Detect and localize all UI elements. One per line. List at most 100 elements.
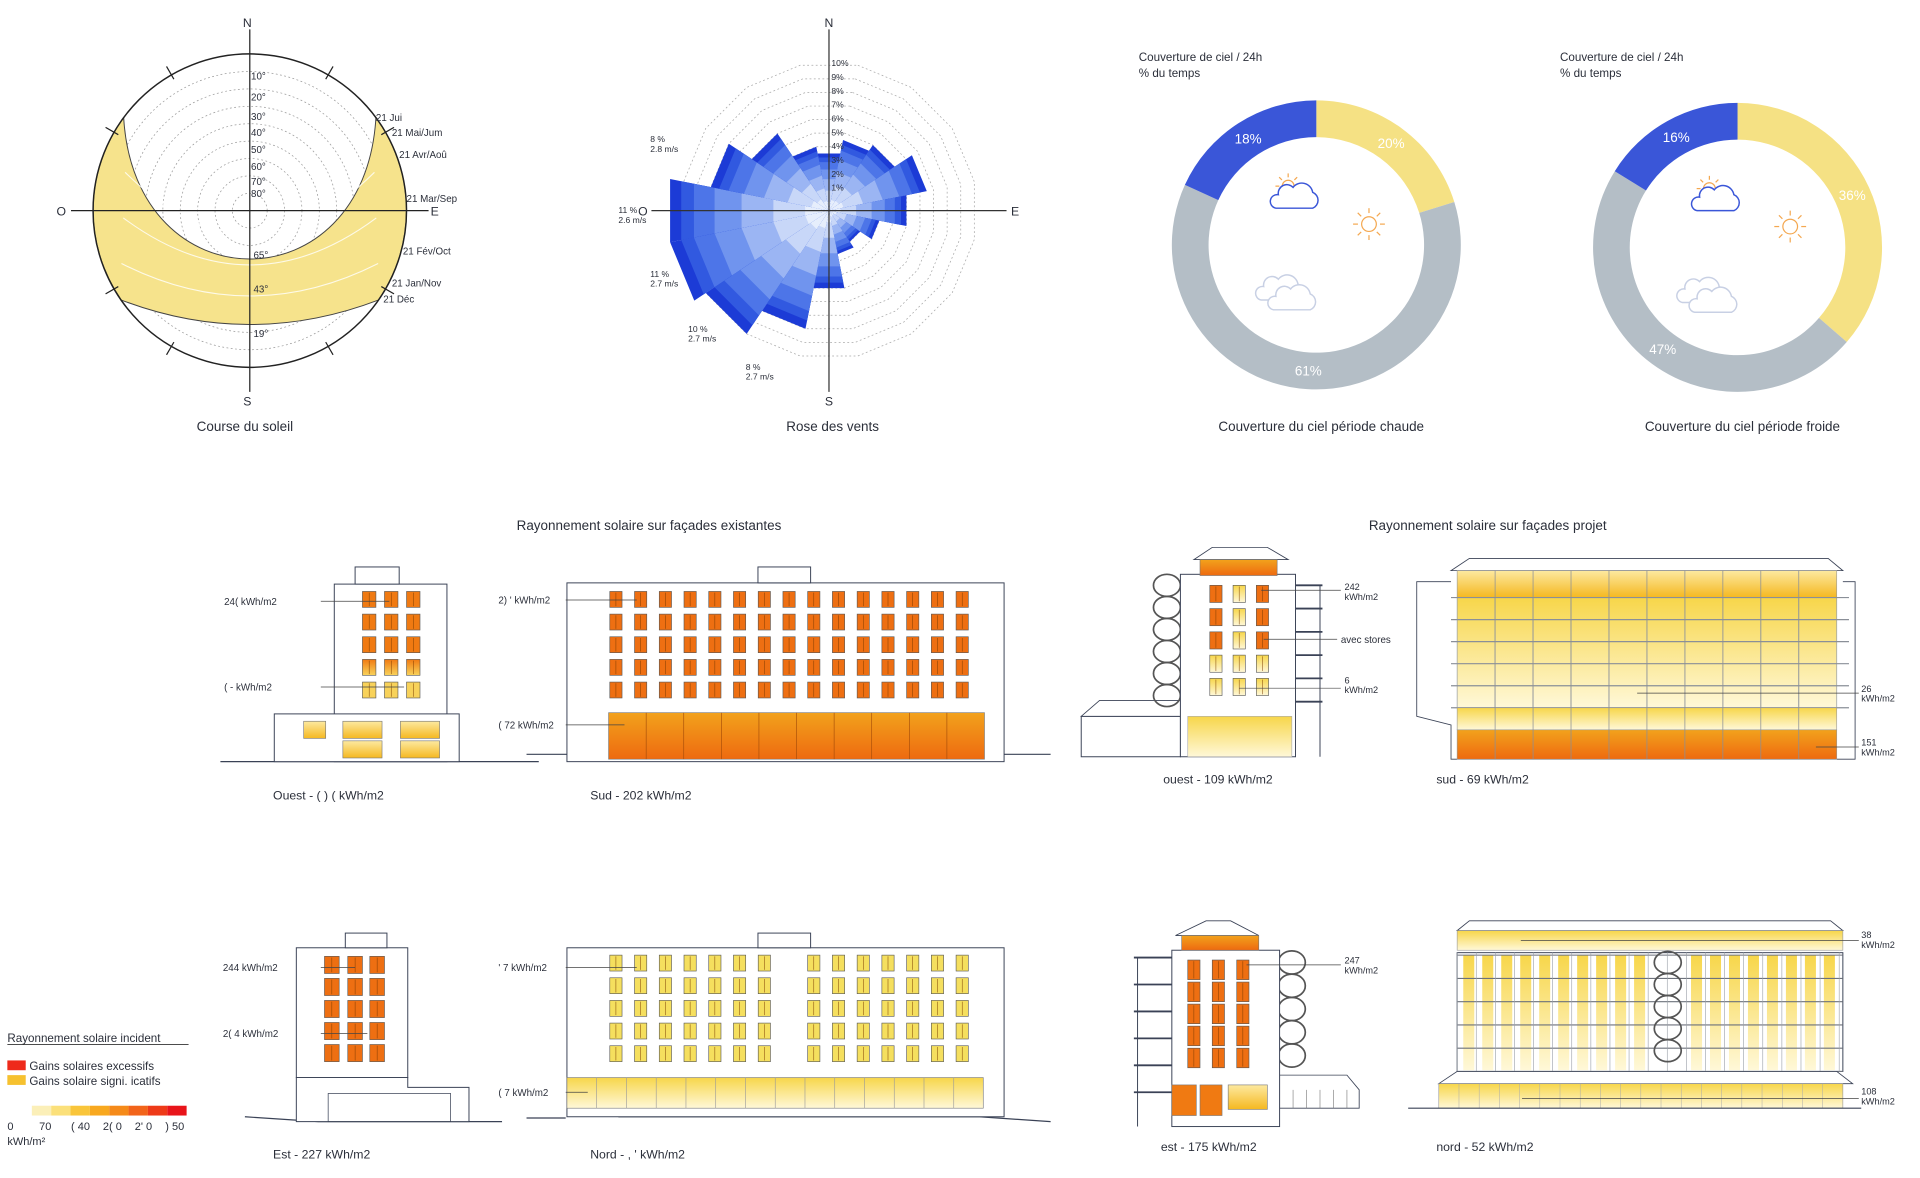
- compass-west-label: O: [56, 205, 66, 219]
- window: [881, 613, 895, 631]
- scale-tick-label: 70: [39, 1121, 51, 1133]
- facade-bay: [1494, 597, 1534, 709]
- segment-label: 47%: [1649, 342, 1676, 357]
- window: [362, 659, 377, 676]
- date-label: 21 Jui: [376, 113, 402, 124]
- window: [347, 956, 363, 974]
- compass-east-label: E: [1011, 205, 1019, 219]
- window: [708, 681, 722, 699]
- window: [733, 636, 747, 653]
- window: [955, 1000, 969, 1017]
- sky-cover-subtitle: % du temps: [1139, 67, 1201, 80]
- window: [324, 1022, 340, 1040]
- sun-ray: [1357, 231, 1362, 236]
- altitude-label: 60°: [251, 162, 266, 173]
- window: [881, 1022, 895, 1040]
- window: [881, 977, 895, 995]
- ground-floor-glazing: [1227, 1084, 1268, 1110]
- wind-rose-caption: Rose des vents: [786, 419, 879, 434]
- window: [757, 659, 771, 676]
- window: [856, 591, 870, 608]
- roof-box: [344, 932, 388, 949]
- window: [807, 1022, 821, 1040]
- window: [856, 1045, 870, 1062]
- wind-sector-NNW: [792, 146, 829, 211]
- facade-caption: Sud - 202 kWh/m2: [590, 789, 692, 803]
- scale-color-cell: [109, 1105, 129, 1116]
- wind-annotation-percent: 8 %: [650, 134, 665, 144]
- altitude-label: 30°: [251, 112, 266, 123]
- facade-bay: [1710, 955, 1722, 1071]
- window: [807, 1045, 821, 1062]
- roof-level-glazing: [1181, 935, 1260, 951]
- window: [384, 681, 399, 699]
- stair-turn: [1152, 639, 1182, 664]
- facade-bay: [1766, 955, 1778, 1071]
- azimuth-tick: [380, 126, 395, 136]
- window: [881, 636, 895, 653]
- sun-ray: [1778, 214, 1783, 220]
- window: [1256, 585, 1269, 603]
- window: [609, 977, 623, 995]
- wind-annotation-speed: 2.7 m/s: [650, 279, 678, 289]
- facade-bay: [1646, 597, 1686, 709]
- window: [683, 659, 697, 676]
- scale-color-cell: [167, 1105, 187, 1116]
- window: [782, 613, 796, 631]
- donut-segment: [1171, 184, 1461, 390]
- segment-label: 16%: [1663, 130, 1690, 145]
- window: [384, 636, 399, 653]
- window: [757, 681, 771, 699]
- donut-segment: [1614, 102, 1738, 191]
- compass-north-label: N: [825, 16, 834, 30]
- window: [931, 591, 944, 608]
- window: [757, 591, 771, 608]
- altitude-label: 40°: [251, 128, 266, 139]
- facade-bay: [1804, 955, 1816, 1071]
- sky-cover-caption: Couverture du ciel période froide: [1645, 419, 1840, 434]
- radiation-legend: Rayonnement solaire incident Gains solair…: [7, 1032, 189, 1148]
- stair-turn: [1277, 949, 1307, 975]
- date-label: 21 Mai/Jum: [392, 128, 443, 139]
- wind-bar-segment: [805, 210, 829, 225]
- podium-window: [400, 740, 440, 759]
- wind-sector-ENE: [828, 155, 927, 211]
- window: [1256, 631, 1269, 650]
- spiral-staircase: [1277, 949, 1307, 1069]
- window: [634, 591, 648, 608]
- window: [1211, 981, 1225, 1002]
- ring-label: 7%: [831, 100, 844, 110]
- spiral-staircase: [1653, 950, 1683, 1063]
- donut-segment: [1184, 100, 1317, 201]
- facade-bay: [1596, 955, 1608, 1071]
- window: [347, 978, 363, 996]
- window: [807, 681, 821, 699]
- roof-box: [757, 566, 812, 584]
- wind-annotation-percent: 11 %: [618, 205, 637, 215]
- azimuth-tick: [325, 341, 334, 356]
- window: [733, 1045, 747, 1062]
- building-outline: [1456, 952, 1844, 1072]
- scale-color-cell: [128, 1105, 148, 1116]
- window: [856, 659, 870, 676]
- facade-caption: Ouest - ( ) ( kWh/m2: [273, 789, 384, 803]
- stair-turn: [1152, 661, 1182, 686]
- window: [1209, 608, 1223, 627]
- existing-facade-est: 244 kWh/m2 2( 4 kWh/m2 Est - 227 kWh/m2: [223, 932, 503, 1161]
- window: [856, 613, 870, 631]
- window: [634, 613, 648, 631]
- window: [733, 659, 747, 676]
- window: [757, 613, 771, 631]
- radiation-label: 2) ' kWh/m2: [498, 596, 550, 607]
- donut-segment: [1737, 102, 1883, 342]
- ground-floor-glazing: [1187, 716, 1293, 758]
- date-label: 21 Avr/Aoû: [399, 150, 447, 161]
- window: [881, 1045, 895, 1062]
- wind-bar-segment: [817, 199, 829, 211]
- wind-sector-WSW: [670, 210, 829, 301]
- wind-sector-NE: [828, 144, 895, 211]
- window: [1232, 631, 1246, 650]
- window: [362, 591, 377, 608]
- window: [1256, 608, 1269, 627]
- facade-bay: [1722, 597, 1762, 709]
